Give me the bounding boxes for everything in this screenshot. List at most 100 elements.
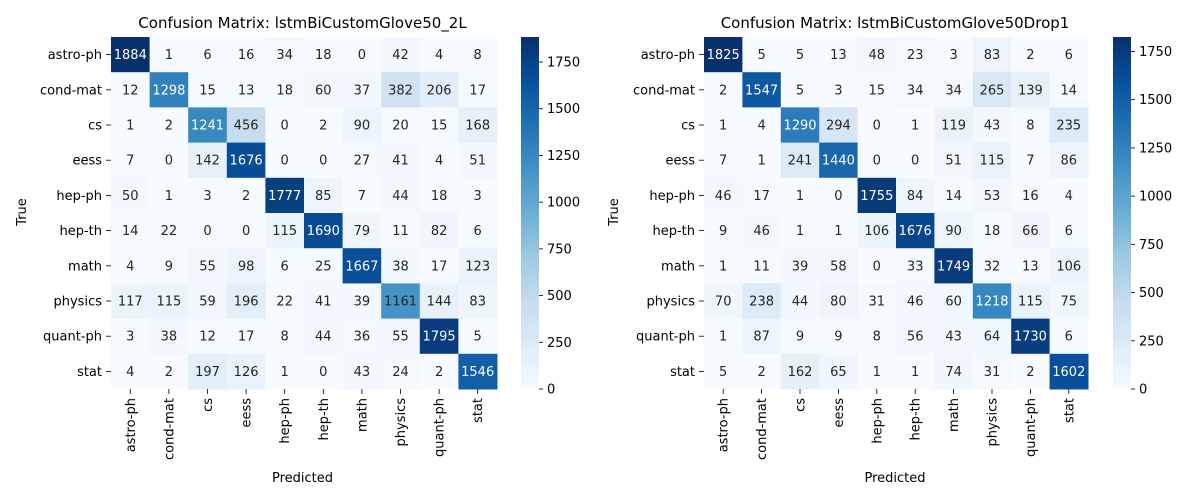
- y-tick-labels: astro-ph cond-mat cs eess hep-ph hep-th math ph…: [633, 48, 704, 380]
- colorbar-segment: [1113, 122, 1131, 126]
- cell-value-label: 22: [161, 224, 178, 239]
- heatmap-cell: [304, 72, 344, 108]
- heatmap-cell: [304, 318, 344, 355]
- colorbar-segment: [521, 350, 539, 355]
- heatmap-cell: [972, 107, 1012, 144]
- colorbar-segment: [1113, 377, 1131, 381]
- colorbar-segment: [1113, 345, 1131, 349]
- heatmap-cell: [857, 142, 897, 179]
- heatmap-cell: [226, 142, 266, 179]
- cell-value-label: 117: [118, 295, 143, 310]
- heatmap-cell: [742, 177, 782, 214]
- colorbar-segment: [1113, 239, 1131, 243]
- heatmap-cell: [857, 248, 897, 284]
- colorbar-segment: [1113, 271, 1131, 276]
- heatmap-cell: [857, 353, 897, 390]
- cell-value-label: 0: [281, 154, 289, 169]
- cell-value-label: 27: [354, 154, 371, 169]
- colorbar-segment: [1113, 98, 1131, 103]
- colorbar-segment: [521, 113, 539, 117]
- colorbar-segment: [521, 383, 539, 387]
- heatmap-cell: [857, 177, 897, 214]
- cell-value-label: 6: [1065, 330, 1073, 345]
- colorbar-segment: [521, 274, 539, 279]
- cell-value-label: 5: [796, 48, 804, 63]
- cell-value-label: 34: [276, 48, 293, 63]
- heatmap-cell: [342, 107, 382, 144]
- y-tick-labels: astro-ph cond-mat cs eess hep-ph hep-th math ph…: [40, 48, 111, 380]
- heatmap-cell: [188, 142, 228, 179]
- heatmap-cell: [419, 107, 459, 144]
- heatmap-cell: [458, 213, 498, 249]
- heatmap-cell: [896, 248, 935, 284]
- cell-value-label: 59: [199, 295, 216, 310]
- colorbar-segment: [1113, 151, 1131, 155]
- colorbar-segment: [521, 330, 539, 334]
- colorbar-segment: [521, 245, 539, 249]
- y-axis-label: True: [15, 198, 30, 227]
- cell-value-label: 1: [165, 189, 173, 204]
- colorbar-segment: [1113, 277, 1131, 282]
- colorbar-segment: [521, 101, 539, 106]
- cell-value-label: 5: [796, 83, 804, 98]
- colorbar-segment: [1113, 69, 1131, 73]
- colorbar-tick-label: 500: [547, 289, 572, 304]
- cell-value-label: 8: [873, 330, 881, 345]
- cell-value-label: 25: [315, 259, 332, 274]
- colorbar-segment: [521, 356, 539, 361]
- heatmap-cell: [188, 283, 228, 320]
- cell-value-label: 9: [719, 224, 727, 239]
- colorbar-segment: [521, 69, 539, 73]
- heatmap-cell: [742, 213, 782, 249]
- x-tick-label: hep-th: [909, 398, 924, 441]
- colorbar-segment: [521, 365, 539, 370]
- heatmap-cell: [819, 37, 859, 73]
- colorbar-segment: [521, 277, 539, 282]
- heatmap-cell: [819, 318, 859, 355]
- cell-value-label: 15: [199, 83, 216, 98]
- colorbar-segment: [521, 192, 539, 196]
- cell-value-label: 66: [1022, 224, 1039, 239]
- colorbar-segment: [1113, 342, 1131, 346]
- heatmap-cell: [226, 213, 266, 249]
- cell-value-label: 43: [945, 330, 962, 345]
- y-tick-label: hep-ph: [56, 189, 102, 204]
- colorbar-segment: [521, 386, 539, 390]
- cell-value-label: 24: [392, 365, 409, 380]
- colorbar-segment: [521, 265, 539, 270]
- cell-value-label: 197: [195, 365, 220, 380]
- heatmap-cell: [188, 353, 228, 390]
- x-axis-label: Predicted: [864, 471, 925, 486]
- cell-value-label: 0: [873, 119, 881, 134]
- colorbar-segment: [521, 189, 539, 194]
- cell-value-label: 8: [1026, 119, 1034, 134]
- cell-value-label: 106: [864, 224, 889, 239]
- cell-value-label: 0: [319, 154, 327, 169]
- colorbar-segment: [521, 89, 539, 94]
- cell-value-label: 0: [873, 154, 881, 169]
- cell-value-label: 36: [354, 330, 371, 345]
- colorbar-segment: [521, 177, 539, 182]
- cell-value-label: 16: [238, 48, 255, 63]
- heatmap-cell: [857, 318, 897, 355]
- x-tick-label: astro-ph: [124, 398, 139, 452]
- cell-value-label: 5: [757, 48, 765, 63]
- colorbar-segment: [1113, 259, 1131, 264]
- heatmap-cell: [896, 177, 935, 214]
- heatmap-cell: [419, 142, 459, 179]
- colorbar-segment: [1113, 333, 1131, 337]
- heatmap-cell: [188, 248, 228, 284]
- cell-value-label: 1: [796, 189, 804, 204]
- heatmap-cell: [780, 318, 820, 355]
- cell-value-label: 7: [126, 154, 134, 169]
- colorbar-segment: [521, 218, 539, 223]
- colorbar-segment: [521, 368, 539, 372]
- heatmap-cell: [934, 177, 974, 214]
- heatmap-cell: [149, 37, 189, 73]
- heatmap-cell: [419, 213, 459, 249]
- heatmap-cell: [896, 283, 935, 320]
- heatmap-cell: [934, 213, 974, 249]
- colorbar-segment: [521, 306, 539, 311]
- colorbar-segment: [521, 371, 539, 375]
- heatmap-cell: [419, 318, 459, 355]
